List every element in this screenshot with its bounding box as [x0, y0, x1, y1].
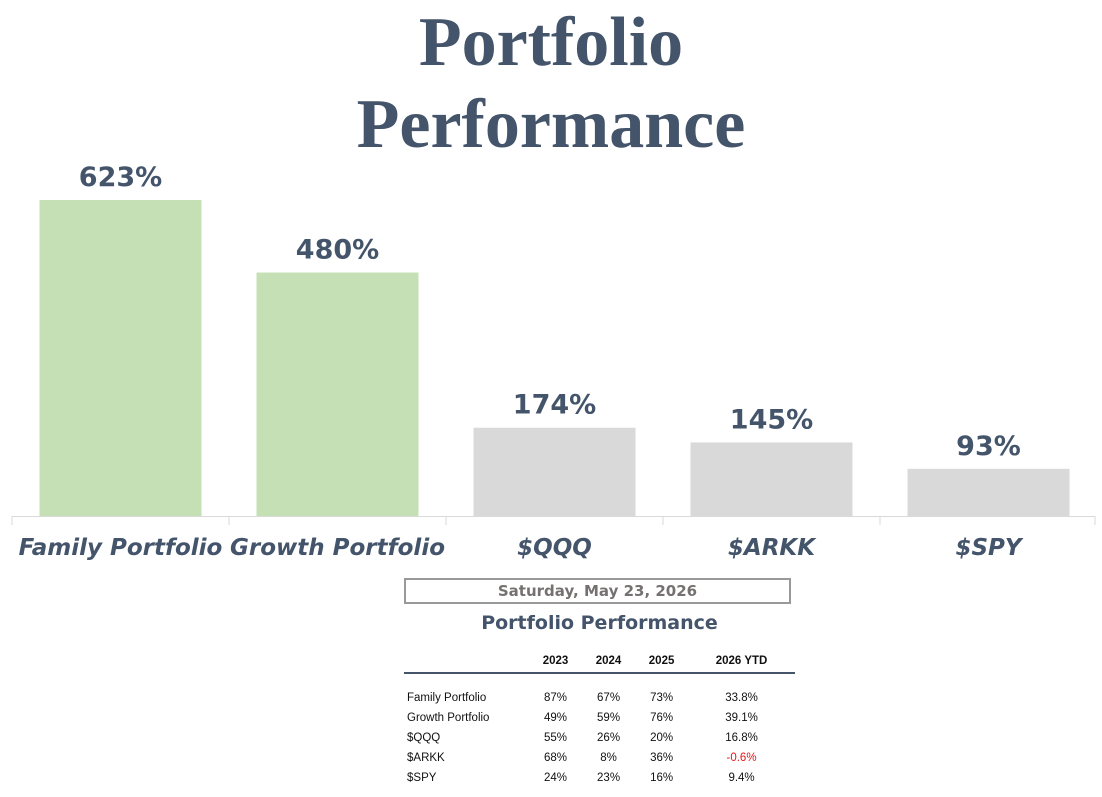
- data-label: 480%: [296, 235, 379, 266]
- row-name: $ARKK: [407, 752, 445, 764]
- cell-ytd: 33.8%: [725, 692, 758, 704]
- table-row: $QQQ 55% 26% 20% 16.8%: [404, 728, 795, 748]
- row-name: Growth Portfolio: [407, 712, 490, 724]
- cell-2025: 73%: [650, 692, 674, 704]
- cell-2024: 23%: [597, 772, 621, 784]
- cell-2025: 20%: [650, 732, 674, 744]
- row-name: $SPY: [407, 772, 437, 784]
- table-row: Family Portfolio 87% 67% 73% 33.8%: [404, 673, 795, 708]
- cell-2023: 24%: [544, 772, 568, 784]
- table-row: $ARKK 68% 8% 36% -0.6%: [404, 748, 795, 768]
- category-label: Family Portfolio: [19, 535, 223, 561]
- cell-2023: 55%: [544, 732, 568, 744]
- data-label: 93%: [956, 431, 1021, 462]
- table-title: Portfolio Performance: [481, 612, 718, 634]
- column-header-2024: 2024: [595, 655, 622, 667]
- column-header-2025: 2025: [648, 655, 675, 667]
- cell-2023: 87%: [544, 692, 568, 704]
- table-row: Growth Portfolio 49% 59% 76% 39.1%: [404, 708, 795, 728]
- table-header-row: 2023 2024 2025 2026 YTD: [404, 650, 795, 673]
- date-box: Saturday, May 23, 2026: [404, 578, 791, 604]
- bar-chart: 623% Family Portfolio 480% Growth Portfolio…: [11, 162, 1096, 561]
- cell-ytd-negative: -0.6%: [726, 752, 757, 764]
- category-label: Growth Portfolio: [230, 535, 445, 561]
- bar: [690, 442, 853, 516]
- bar: [256, 272, 419, 516]
- cell-2025: 16%: [650, 772, 674, 784]
- data-label: 145%: [730, 404, 813, 435]
- category-label: $ARKK: [728, 535, 817, 561]
- data-label: 174%: [513, 390, 596, 421]
- cell-2024: 26%: [597, 732, 621, 744]
- bar: [473, 427, 636, 516]
- bar: [907, 468, 1070, 516]
- data-label: 623%: [79, 162, 162, 193]
- cell-2023: 49%: [544, 712, 568, 724]
- table-row: $SPY 24% 23% 16% 9.4%: [404, 768, 795, 788]
- category-label: $SPY: [955, 535, 1023, 561]
- cell-2025: 36%: [650, 752, 674, 764]
- performance-table: 2023 2024 2025 2026 YTD Family Portfolio…: [404, 650, 795, 788]
- cell-2023: 68%: [544, 752, 568, 764]
- cell-ytd: 9.4%: [728, 772, 755, 784]
- row-name: Family Portfolio: [407, 692, 487, 704]
- cell-2025: 76%: [650, 712, 674, 724]
- cell-2024: 67%: [597, 692, 621, 704]
- row-name: $QQQ: [407, 732, 441, 744]
- column-header-name: [404, 650, 529, 673]
- cell-ytd: 39.1%: [725, 712, 758, 724]
- bar: [39, 200, 202, 516]
- category-label: $QQQ: [517, 535, 592, 561]
- chart-title: Portfolio Performance: [356, 4, 746, 163]
- column-header-ytd: 2026 YTD: [715, 655, 768, 667]
- cell-ytd: 16.8%: [725, 732, 758, 744]
- column-header-2023: 2023: [542, 655, 569, 667]
- cell-2024: 59%: [597, 712, 621, 724]
- cell-2024: 8%: [600, 752, 617, 764]
